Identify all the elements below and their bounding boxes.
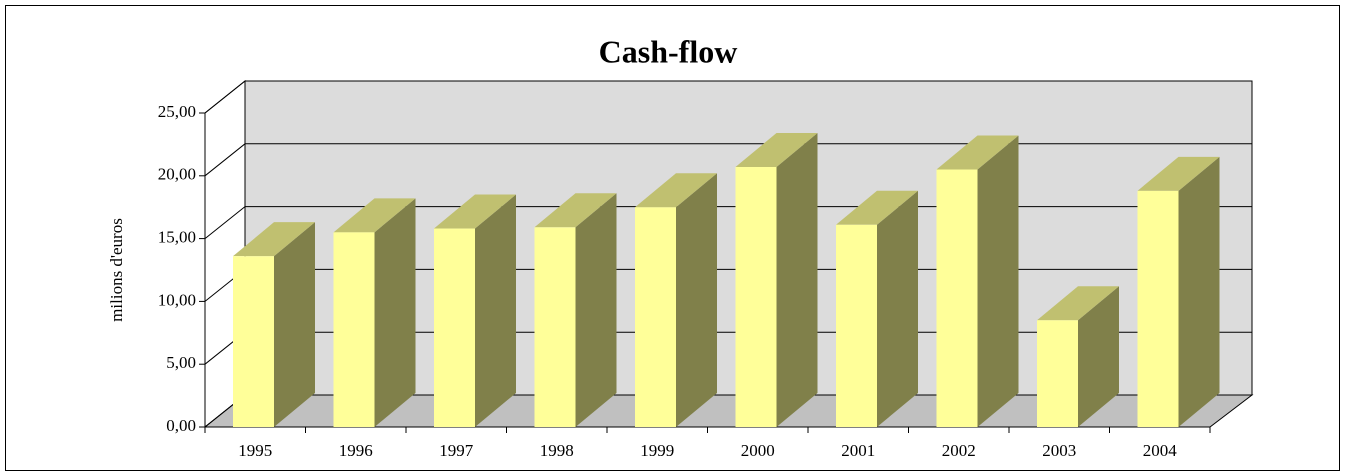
x-tick-label: 2004	[1143, 441, 1178, 460]
bar-top	[1037, 286, 1119, 321]
bar	[333, 232, 375, 427]
bar	[635, 207, 676, 427]
y-tick-label: 5,00	[166, 353, 196, 372]
bar-top	[233, 222, 315, 257]
bar-top	[333, 198, 416, 233]
bar-top	[936, 135, 1019, 170]
bar-top	[534, 193, 617, 228]
bar	[534, 227, 576, 427]
grid-line	[204, 143, 246, 177]
chart-title: Cash-flow	[599, 33, 738, 69]
bar-side	[274, 222, 315, 427]
y-tick-label: 0,00	[166, 416, 196, 435]
bar-top	[1137, 156, 1220, 191]
bar	[836, 224, 877, 427]
x-tick-label: 1996	[339, 441, 373, 460]
bar-side	[776, 133, 818, 427]
x-tick-label: 2003	[1042, 441, 1076, 460]
x-tick-label: 1997	[439, 441, 474, 460]
y-axis-label: milions d'euros	[107, 218, 126, 322]
bar	[434, 228, 475, 427]
x-tick-label: 1998	[540, 441, 574, 460]
bar	[233, 256, 274, 427]
bar-side	[575, 193, 617, 427]
grid-line	[204, 80, 246, 114]
bar-side	[1178, 156, 1220, 427]
bar-side	[374, 198, 416, 427]
y-tick-label: 10,00	[158, 290, 196, 309]
bar-top	[735, 133, 818, 168]
bar-side	[977, 135, 1019, 427]
bar	[1137, 190, 1179, 427]
x-tick-label: 1995	[238, 441, 272, 460]
bar-side	[676, 173, 717, 427]
bar-side	[1078, 286, 1119, 427]
grid-line	[204, 206, 246, 239]
x-tick-label: 2000	[741, 441, 775, 460]
x-tick-label: 2001	[841, 441, 875, 460]
x-tick-label: 2002	[942, 441, 976, 460]
bar-top	[836, 190, 918, 225]
y-tick-label: 20,00	[158, 165, 196, 184]
x-tick-label: 1999	[640, 441, 674, 460]
bar-top	[635, 173, 717, 208]
bar-side	[877, 190, 918, 427]
bar-top	[434, 194, 516, 229]
y-tick-label: 15,00	[158, 228, 196, 247]
y-tick-label: 25,00	[158, 102, 196, 121]
bar	[735, 167, 777, 427]
bar-side	[475, 194, 516, 427]
bar	[936, 169, 978, 427]
bar	[1037, 320, 1078, 427]
